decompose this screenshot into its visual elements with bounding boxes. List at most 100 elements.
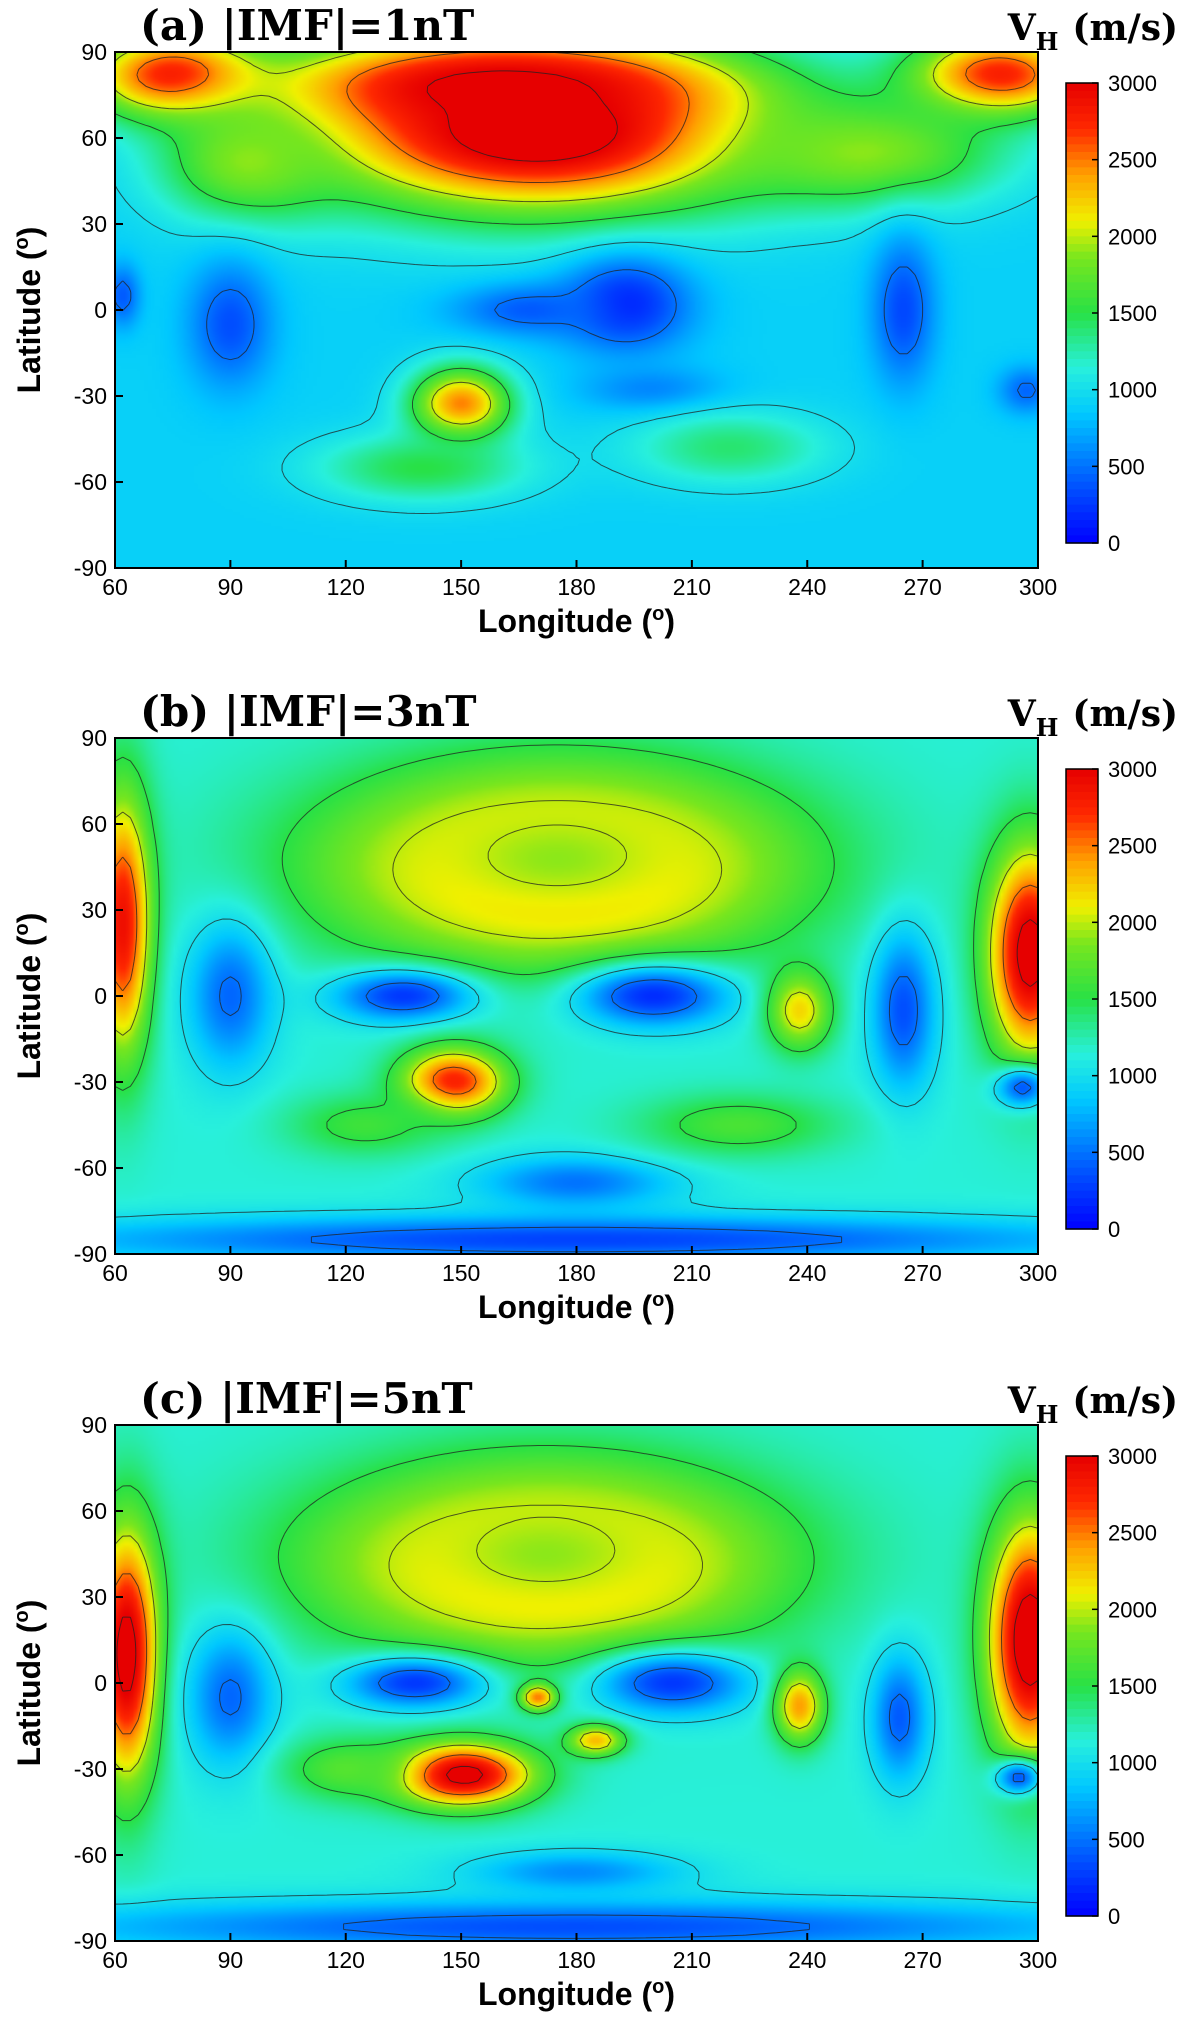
colorbar-tick-label: 2000 [1108, 224, 1157, 249]
colorbar-segment [1066, 976, 1098, 985]
colorbar-segment [1066, 1098, 1098, 1107]
colorbar-segment [1066, 121, 1098, 130]
colorbar-segment [1066, 853, 1098, 862]
colorbar-segment [1066, 1831, 1098, 1840]
colorbar-segment [1066, 1494, 1098, 1503]
y-tick-label: 90 [81, 39, 107, 65]
colorbar-segment [1066, 1463, 1098, 1472]
colorbar-segment [1066, 159, 1098, 168]
colorbar-segment [1066, 1037, 1098, 1046]
colorbar-segment [1066, 466, 1098, 475]
y-axis-label-degree: o [11, 237, 33, 249]
colorbar-segment [1066, 1778, 1098, 1787]
colorbar-segment [1066, 535, 1098, 544]
chart-panel-a: 60 90 120 150 180 210 240 270 3009060300-30-60-9… [11, 1, 1178, 639]
colorbar-tick-label: 2000 [1108, 910, 1157, 935]
colorbar-segment [1066, 90, 1098, 99]
colorbar-segment [1066, 328, 1098, 337]
colorbar-segment [1066, 1824, 1098, 1833]
colorbar-segment [1066, 228, 1098, 237]
colorbar-tick-label: 1500 [1108, 301, 1157, 326]
colorbar-segment [1066, 1854, 1098, 1863]
colorbar-segment [1066, 1213, 1098, 1222]
y-axis-label-text: Latitude ( [11, 249, 47, 393]
colorbar-segment [1066, 489, 1098, 498]
colorbar-segment [1066, 167, 1098, 176]
x-tick-label: 60 [102, 1947, 128, 1973]
colorbar-segment [1066, 458, 1098, 467]
y-tick-label: 0 [94, 1670, 107, 1696]
colorbar-segment [1066, 320, 1098, 329]
x-axis-label: Longitude (o) [478, 1976, 675, 2012]
colorbar-segment [1066, 1121, 1098, 1130]
colorbar-segment [1066, 1601, 1098, 1610]
colorbar-tick-label: 0 [1108, 531, 1120, 556]
y-tick-label: 90 [81, 1412, 107, 1438]
x-tick-label: 150 [442, 574, 480, 600]
colorbar-segment [1066, 845, 1098, 854]
panel-title: (c) |IMF|=5nT [140, 1374, 473, 1423]
colorbar-segment [1066, 991, 1098, 1000]
colorbar-segment [1066, 1724, 1098, 1733]
colorbar-segment [1066, 443, 1098, 452]
colorbar-title-symbol: V [1007, 1380, 1037, 1422]
colorbar-segment [1066, 527, 1098, 536]
y-tick-label: -90 [74, 555, 107, 581]
colorbar-segment [1066, 1578, 1098, 1587]
colorbar-segment [1066, 182, 1098, 191]
x-axis-label: Longitude (o) [478, 603, 675, 639]
colorbar-title-unit: (m/s) [1072, 7, 1178, 49]
colorbar-segment [1066, 1045, 1098, 1054]
contour-line-2500 [136, 51, 1036, 183]
colorbar-segment [1066, 891, 1098, 900]
colorbar-segment [1066, 274, 1098, 283]
colorbar-segment [1066, 784, 1098, 793]
colorbar-segment [1066, 861, 1098, 870]
colorbar-segment [1066, 953, 1098, 962]
colorbar-segment [1066, 1006, 1098, 1015]
x-tick-label: 180 [557, 1260, 595, 1286]
colorbar-tick-label: 500 [1108, 454, 1145, 479]
colorbar-segment [1066, 1739, 1098, 1748]
colorbar-tick-label: 0 [1108, 1217, 1120, 1242]
colorbar-segment [1066, 1908, 1098, 1917]
colorbar-segment [1066, 822, 1098, 831]
y-axis-label-close: ) [11, 1600, 47, 1611]
colorbar-segment [1066, 1747, 1098, 1756]
colorbar-segment [1066, 1129, 1098, 1138]
colorbar-segment [1066, 1022, 1098, 1031]
colorbar-segment [1066, 1160, 1098, 1169]
colorbar-segment [1066, 1571, 1098, 1580]
colorbar-segment [1066, 999, 1098, 1008]
colorbar-segment [1066, 1670, 1098, 1679]
colorbar-tick-label: 500 [1108, 1827, 1145, 1852]
contour-line-1000 [114, 184, 1039, 514]
colorbar-segment [1066, 1563, 1098, 1572]
y-axis-label-close: ) [11, 227, 47, 238]
y-axis-label-degree: o [11, 923, 33, 935]
colorbar-segment [1066, 1083, 1098, 1092]
colorbar-tick-label: 2000 [1108, 1597, 1157, 1622]
colorbar-segment [1066, 412, 1098, 421]
chart-panel-c: 60 90 120 150 180 210 240 270 3009060300-30-60-9… [11, 1374, 1178, 2012]
colorbar-segment [1066, 205, 1098, 214]
colorbar-tick-label: 1500 [1108, 987, 1157, 1012]
colorbar-segment [1066, 830, 1098, 839]
panel-title: (b) |IMF|=3nT [140, 687, 476, 736]
colorbar-tick-label: 2500 [1108, 834, 1157, 859]
colorbar-segment [1066, 1663, 1098, 1672]
colorbar-segment [1066, 359, 1098, 368]
x-axis-label-degree: o [652, 1289, 664, 1311]
colorbar-segment [1066, 960, 1098, 969]
y-tick-label: -30 [74, 383, 107, 409]
colorbar-segment [1066, 1060, 1098, 1069]
heatmap-field [115, 738, 1038, 1254]
y-tick-label: -60 [74, 469, 107, 495]
x-tick-label: 180 [557, 574, 595, 600]
x-tick-label: 210 [673, 1947, 711, 1973]
colorbar-title-symbol: V [1007, 693, 1037, 735]
colorbar-segment [1066, 129, 1098, 138]
y-axis-label-degree: o [11, 1610, 33, 1622]
colorbar-title-symbol: V [1007, 7, 1037, 49]
x-axis-label-text: Longitude ( [478, 1289, 653, 1325]
